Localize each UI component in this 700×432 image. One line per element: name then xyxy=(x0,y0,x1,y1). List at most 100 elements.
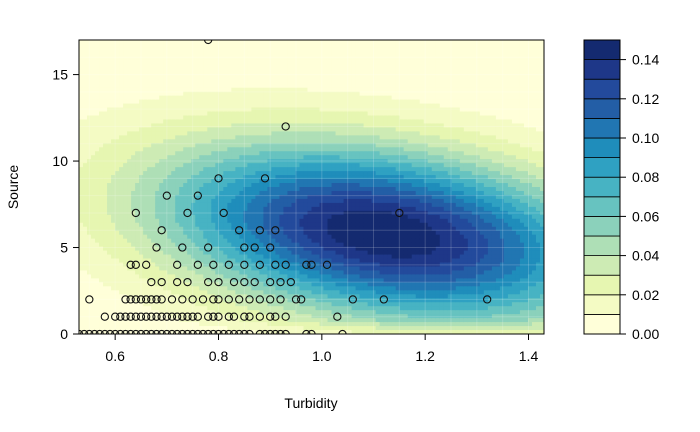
contour-cell xyxy=(299,266,305,272)
contour-cell xyxy=(251,43,256,49)
contour-cell xyxy=(179,326,184,331)
contour-cell xyxy=(231,294,236,299)
contour-cell xyxy=(127,103,132,109)
contour-cell xyxy=(315,159,321,164)
contour-cell xyxy=(295,163,301,168)
contour-cell xyxy=(171,183,176,188)
contour-cell xyxy=(107,282,112,287)
contour-cell xyxy=(339,111,345,117)
contour-cell xyxy=(127,286,132,291)
contour-cell xyxy=(127,131,132,136)
contour-cell xyxy=(287,115,293,121)
contour-cell xyxy=(219,119,224,125)
contour-cell xyxy=(135,135,140,140)
contour-cell xyxy=(159,179,164,184)
contour-cell xyxy=(151,202,156,208)
contour-cell xyxy=(275,139,281,144)
contour-cell xyxy=(287,274,293,279)
contour-cell xyxy=(123,238,128,244)
contour-cell xyxy=(311,230,317,236)
contour-cell xyxy=(91,143,96,148)
contour-cell xyxy=(163,131,168,136)
contour-cell xyxy=(219,115,224,121)
contour-cell xyxy=(95,302,100,307)
contour-cell xyxy=(119,210,124,216)
contour-cell xyxy=(99,71,104,77)
contour-cell xyxy=(251,55,256,61)
contour-cell xyxy=(139,282,144,287)
contour-cell xyxy=(171,123,176,128)
contour-cell xyxy=(295,290,301,295)
contour-cell xyxy=(279,95,285,101)
contour-cell xyxy=(79,278,84,283)
contour-cell xyxy=(239,270,244,275)
contour-cell xyxy=(171,43,176,49)
contour-cell xyxy=(299,63,305,69)
contour-cell xyxy=(307,294,313,299)
contour-cell xyxy=(239,198,244,204)
contour-cell xyxy=(171,47,176,53)
contour-cell xyxy=(291,250,297,256)
contour-cell xyxy=(267,107,273,113)
contour-cell xyxy=(263,238,269,244)
contour-cell xyxy=(211,159,216,164)
contour-cell xyxy=(203,135,208,140)
contour-cell xyxy=(147,151,152,156)
contour-cell xyxy=(311,127,317,132)
contour-cell xyxy=(79,131,84,136)
contour-cell xyxy=(307,135,313,140)
contour-cell xyxy=(243,171,248,176)
contour-cell xyxy=(275,250,281,256)
contour-cell xyxy=(335,314,341,319)
contour-cell xyxy=(139,183,144,188)
contour-cell xyxy=(259,190,264,196)
contour-cell xyxy=(111,91,116,97)
contour-cell xyxy=(111,202,116,208)
contour-cell xyxy=(159,79,164,85)
contour-cell xyxy=(271,294,277,299)
contour-cell xyxy=(151,206,156,212)
contour-cell xyxy=(183,59,188,65)
contour-cell xyxy=(159,234,164,240)
contour-cell xyxy=(171,167,176,172)
contour-cell xyxy=(243,99,248,105)
contour-cell xyxy=(227,270,232,275)
contour-cell xyxy=(147,266,152,272)
contour-cell xyxy=(87,222,92,228)
contour-cell xyxy=(87,278,92,283)
contour-cell xyxy=(211,298,216,303)
contour-cell xyxy=(315,318,321,323)
contour-cell xyxy=(135,55,140,61)
contour-cell xyxy=(203,298,208,303)
contour-cell xyxy=(87,234,92,240)
contour-cell xyxy=(279,238,285,244)
contour-cell xyxy=(135,306,140,311)
contour-cell xyxy=(279,210,285,216)
contour-cell xyxy=(143,254,148,260)
contour-cell xyxy=(187,290,192,295)
contour-cell xyxy=(239,234,244,240)
contour-cell xyxy=(303,151,309,156)
contour-cell xyxy=(319,306,325,311)
contour-cell xyxy=(343,159,349,164)
contour-cell xyxy=(239,79,244,85)
contour-cell xyxy=(303,103,309,109)
contour-cell xyxy=(215,250,220,256)
contour-cell xyxy=(95,67,100,73)
contour-cell xyxy=(311,190,317,196)
contour-cell xyxy=(239,159,244,164)
contour-cell xyxy=(103,155,108,160)
contour-cell xyxy=(127,99,132,105)
contour-cell xyxy=(279,294,285,299)
contour-cell xyxy=(287,190,293,196)
contour-cell xyxy=(335,210,341,216)
contour-cell xyxy=(111,214,116,220)
contour-cell xyxy=(139,151,144,156)
contour-cell xyxy=(243,135,248,140)
contour-cell xyxy=(139,147,144,152)
contour-cell xyxy=(299,310,305,315)
contour-cell xyxy=(327,310,333,315)
contour-cell xyxy=(203,234,208,240)
contour-cell xyxy=(231,258,236,264)
contour-cell xyxy=(199,71,204,77)
